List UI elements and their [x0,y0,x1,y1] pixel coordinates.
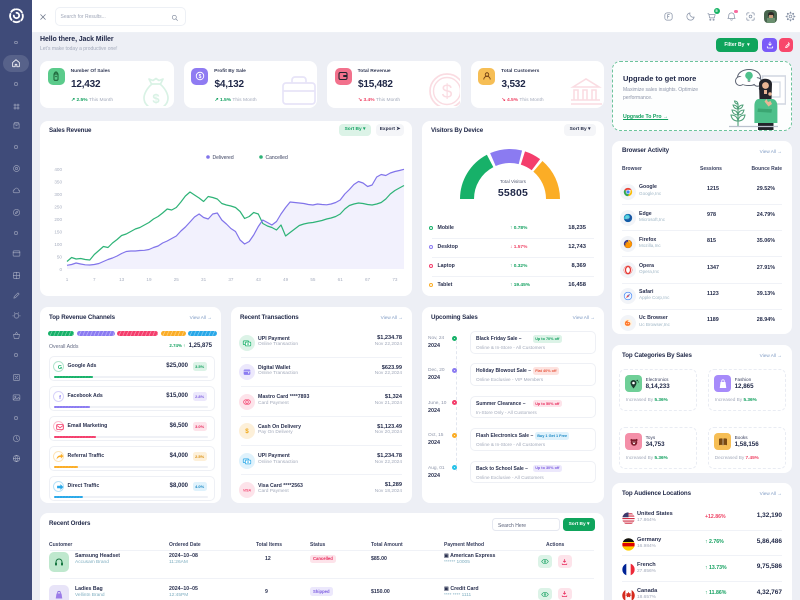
svg-text:200: 200 [54,217,62,222]
svg-text:$: $ [198,74,201,80]
svg-text:61: 61 [338,277,344,282]
svg-text:$: $ [152,91,160,106]
svg-text:25: 25 [174,277,180,282]
svg-text:50: 50 [57,255,63,260]
svg-text:31: 31 [201,277,207,282]
svg-text:$: $ [441,82,452,103]
svg-text:Cancelled: Cancelled [266,155,288,161]
svg-text:G: G [57,365,61,371]
svg-text:55: 55 [310,277,316,282]
svg-text:f: f [59,395,61,401]
svg-text:43: 43 [256,277,262,282]
svg-text:0: 0 [59,267,62,272]
svg-text:VISA: VISA [243,488,251,492]
svg-text:19: 19 [146,277,152,282]
svg-text:Delivered: Delivered [213,155,234,161]
svg-text:350: 350 [54,180,62,185]
svg-text:7: 7 [93,277,96,282]
svg-text:49: 49 [283,277,289,282]
svg-text:67: 67 [365,277,371,282]
svg-text:150: 150 [54,230,62,235]
svg-text:$: $ [245,428,249,435]
svg-text:400: 400 [54,167,62,172]
svg-text:37: 37 [228,277,234,282]
svg-text:300: 300 [54,192,62,197]
svg-text:13: 13 [119,277,125,282]
svg-text:100: 100 [54,242,62,247]
svg-text:73: 73 [392,277,398,282]
svg-text:1: 1 [66,277,69,282]
svg-text:250: 250 [54,205,62,210]
